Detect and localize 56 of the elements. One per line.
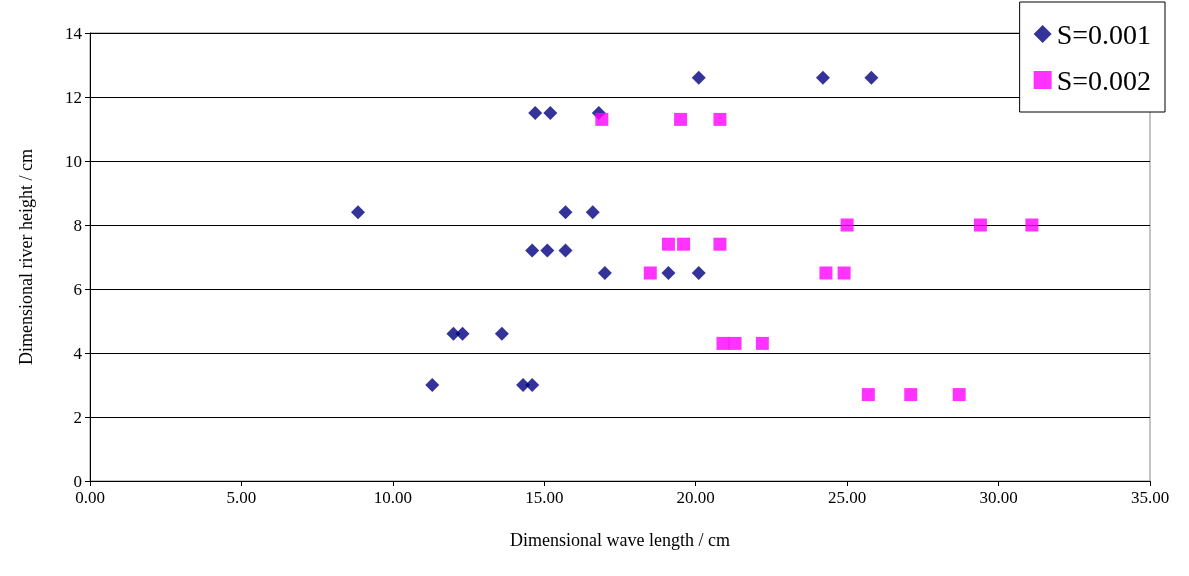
y-tick-label: 0	[73, 471, 82, 491]
x-tick-label: 5.00	[226, 488, 257, 507]
point	[691, 266, 706, 280]
point	[597, 266, 612, 280]
x-tick-label: 20.00	[676, 488, 715, 507]
point	[819, 266, 833, 280]
y-tick-label: 10	[65, 151, 82, 171]
x-tick-label: 15.00	[525, 488, 564, 507]
point	[713, 237, 727, 251]
point	[677, 237, 691, 251]
point	[643, 266, 657, 280]
point	[425, 378, 440, 392]
point	[691, 70, 706, 85]
x-tick-label: 0.00	[75, 488, 105, 507]
point	[585, 205, 600, 220]
y-tick-label: 6	[73, 279, 82, 299]
point	[494, 326, 509, 341]
legend-label: S=0.002	[1056, 64, 1152, 96]
point	[952, 388, 966, 402]
point	[528, 106, 543, 120]
point	[661, 237, 675, 251]
point	[1025, 218, 1039, 232]
legend-label: S=0.001	[1056, 18, 1152, 50]
point	[543, 106, 558, 120]
y-axis-title: Dimensional river height / cm	[16, 149, 36, 365]
y-tick-label: 8	[73, 215, 82, 235]
point	[713, 112, 727, 126]
point	[837, 266, 851, 280]
point	[973, 218, 987, 232]
x-tick-label: 25.00	[828, 488, 867, 507]
point	[661, 266, 676, 280]
point	[755, 336, 769, 350]
x-axis-title: Dimensional wave length / cm	[510, 530, 730, 550]
point	[558, 205, 573, 220]
point	[351, 205, 366, 220]
y-tick-label: 4	[73, 343, 83, 363]
y-tick-label: 12	[65, 87, 82, 107]
x-tick-label: 10.00	[373, 488, 412, 507]
point	[455, 326, 470, 341]
point	[728, 336, 742, 350]
x-tick-label: 35.00	[1130, 488, 1170, 507]
point	[540, 243, 555, 258]
y-tick-label: 14	[65, 23, 83, 43]
point	[525, 378, 540, 392]
point	[558, 243, 573, 258]
point	[595, 112, 609, 126]
point	[716, 336, 730, 350]
point	[815, 70, 830, 85]
point	[904, 388, 918, 402]
point	[861, 388, 875, 402]
x-tick-label: 30.00	[979, 488, 1018, 507]
point	[674, 112, 688, 126]
point	[864, 70, 879, 85]
y-tick-label: 2	[73, 407, 82, 427]
point	[840, 218, 854, 232]
point	[525, 243, 540, 258]
